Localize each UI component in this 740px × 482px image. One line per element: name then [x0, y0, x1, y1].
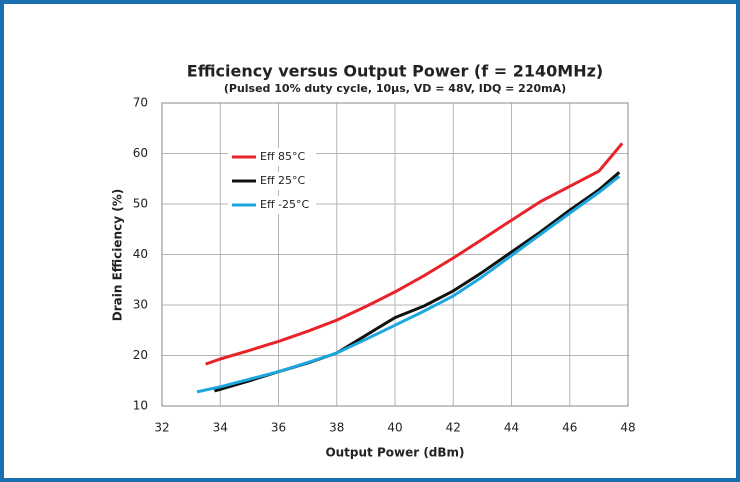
plot-border: [161, 102, 629, 407]
x-tick-label: 42: [446, 421, 461, 435]
x-tick-label: 46: [562, 421, 577, 435]
y-tick-label: 60: [133, 146, 148, 160]
x-tick-label: 48: [620, 421, 635, 435]
x-tick-label: 36: [271, 421, 286, 435]
y-tick-label: 50: [133, 197, 148, 211]
legend-label: Eff 25°C: [260, 174, 306, 187]
y-tick-label: 20: [133, 348, 148, 362]
x-axis-label: Output Power (dBm): [325, 446, 464, 460]
x-tick-label: 40: [387, 421, 402, 435]
legend-label: Eff -25°C: [260, 198, 309, 211]
legend-bg: [228, 148, 316, 166]
y-tick-label: 10: [133, 399, 148, 413]
legend-bg: [228, 172, 316, 190]
legend-bg: [228, 196, 316, 214]
series-line: [205, 142, 624, 366]
x-tick-label: 44: [504, 421, 519, 435]
y-tick-label: 70: [133, 96, 148, 110]
y-axis-label: Drain Efficiency (%): [111, 189, 125, 321]
y-tick-label: 40: [133, 247, 148, 261]
y-tick-label: 30: [133, 298, 148, 312]
chart-title: Efficiency versus Output Power (f = 2140…: [187, 62, 603, 81]
x-tick-label: 38: [329, 421, 344, 435]
x-tick-label: 34: [213, 421, 228, 435]
chart-subtitle: (Pulsed 10% duty cycle, 10µs, VD = 48V, …: [224, 82, 566, 95]
legend-label: Eff 85°C: [260, 150, 306, 163]
series-line: [196, 175, 621, 394]
x-tick-label: 32: [154, 421, 169, 435]
